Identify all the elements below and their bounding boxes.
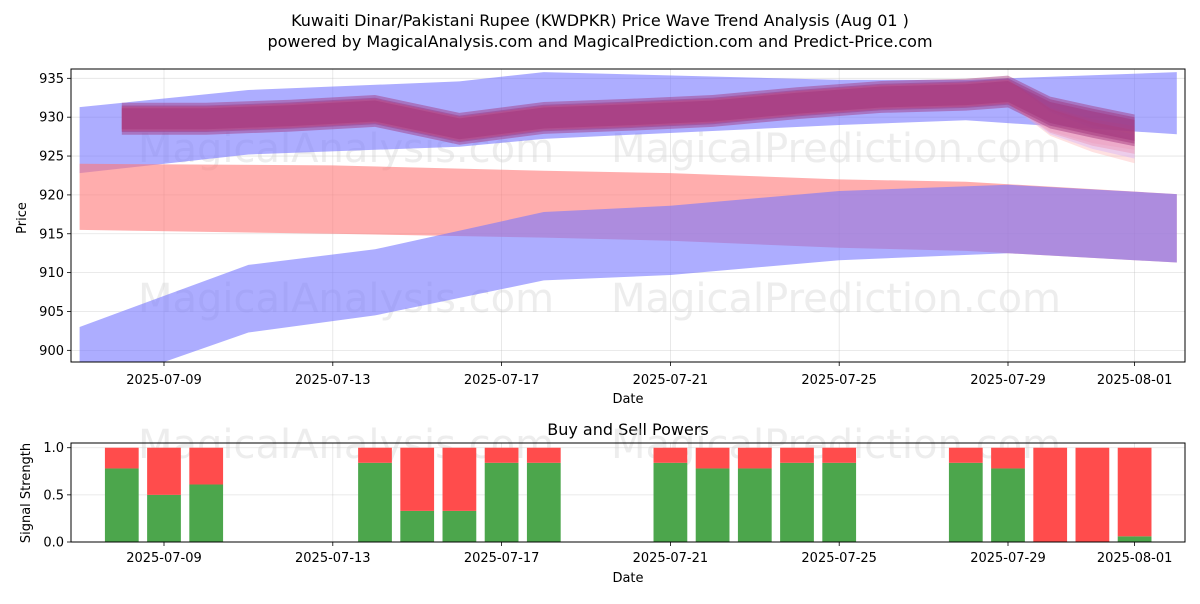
chart-title: Kuwaiti Dinar/Pakistani Rupee (KWDPKR) P… — [291, 11, 909, 30]
price-band-1 — [79, 72, 1177, 174]
buy-bar — [400, 510, 435, 542]
buy-bar — [948, 462, 983, 542]
signal-x-axis-label: Date — [612, 571, 643, 586]
price-y-tick-label: 930 — [39, 111, 64, 126]
price-x-tick-label: 2025-07-21 — [633, 373, 709, 388]
buy-bar — [653, 462, 688, 542]
price-y-tick-label: 910 — [39, 266, 64, 281]
sell-bar — [104, 447, 139, 469]
signal-y-tick-label: 0.5 — [43, 488, 64, 503]
signal-x-tick-label: 2025-07-25 — [801, 551, 877, 566]
signal-y-axis: 0.0 0.5 1.0 — [43, 441, 71, 551]
price-y-axis: 900 905 910 915 920 925 930 935 — [39, 72, 71, 359]
price-series — [79, 72, 1177, 362]
buy-bar — [737, 468, 772, 542]
price-y-tick-label: 915 — [39, 227, 64, 242]
chart-subtitle: powered by MagicalAnalysis.com and Magic… — [267, 32, 932, 51]
sell-bar — [695, 447, 730, 469]
sell-bar — [189, 447, 224, 485]
price-x-tick-label: 2025-07-09 — [126, 373, 202, 388]
buy-bar — [1117, 536, 1152, 542]
price-x-tick-label: 2025-07-25 — [801, 373, 877, 388]
signal-plot-frame — [70, 442, 1186, 543]
sell-bar — [526, 447, 561, 463]
signal-x-tick-label: 2025-07-17 — [464, 551, 540, 566]
price-x-tick-label: 2025-07-29 — [970, 373, 1046, 388]
signal-x-tick-label: 2025-07-29 — [970, 551, 1046, 566]
buy-bar — [526, 462, 561, 542]
price-wave-band-1 — [121, 81, 1135, 151]
price-wave-fan-1 — [121, 79, 1135, 158]
sell-bar — [822, 447, 857, 463]
signal-y-axis-label: Signal Strength — [19, 443, 34, 543]
sell-bar — [400, 447, 435, 511]
price-wave-plot: MagicalAnalysis.com MagicalPrediction.co… — [15, 68, 1186, 407]
signal-x-tick-label: 2025-07-09 — [126, 551, 202, 566]
price-y-tick-label: 900 — [39, 344, 64, 359]
signal-y-tick-label: 1.0 — [43, 441, 64, 456]
price-plot-frame — [70, 68, 1186, 363]
watermark-prediction-2: MagicalPrediction.com — [611, 276, 1061, 322]
sell-bar — [358, 447, 392, 463]
signal-x-tick-label: 2025-07-21 — [633, 551, 709, 566]
sell-bar — [991, 447, 1025, 469]
sell-bar — [1075, 447, 1110, 542]
signal-x-axis: 2025-07-09 2025-07-13 2025-07-17 2025-07-21… — [126, 542, 1172, 566]
price-x-tick-label: 2025-07-13 — [295, 373, 371, 388]
price-x-axis-label: Date — [612, 392, 643, 407]
price-wave-band-2 — [121, 78, 1135, 148]
price-y-tick-label: 905 — [39, 305, 64, 320]
buy-bar — [484, 462, 519, 542]
buy-bar — [147, 494, 181, 542]
sell-bar — [653, 447, 688, 463]
sell-bar — [780, 447, 814, 463]
price-wave-band-3 — [121, 75, 1135, 145]
price-y-tick-label: 920 — [39, 188, 64, 203]
signal-plot: Buy and Sell Powers MagicalAnalysis.com … — [19, 420, 1186, 586]
price-wave-fan-4 — [121, 79, 1135, 153]
price-x-axis: 2025-07-09 2025-07-13 2025-07-17 2025-07-21… — [126, 362, 1172, 388]
price-x-tick-label: 2025-07-17 — [464, 373, 540, 388]
signal-y-tick-label: 0.0 — [43, 536, 64, 551]
buy-bar — [822, 462, 857, 542]
sell-bar — [442, 447, 477, 511]
signal-bars — [104, 447, 1152, 542]
buy-bar — [189, 484, 224, 542]
buy-bar — [991, 468, 1025, 542]
signal-plot-title: Buy and Sell Powers — [547, 420, 709, 439]
buy-bar — [695, 468, 730, 542]
signal-x-tick-label: 2025-08-01 — [1097, 551, 1173, 566]
price-y-tick-label: 925 — [39, 150, 64, 165]
buy-bar — [780, 462, 814, 542]
sell-bar — [484, 447, 519, 463]
buy-bar — [104, 468, 139, 542]
sell-bar — [1117, 447, 1152, 537]
sell-bar — [737, 447, 772, 469]
price-series-area — [79, 72, 1177, 362]
price-y-tick-label: 935 — [39, 72, 64, 87]
sell-bar — [948, 447, 983, 463]
sell-bar — [147, 447, 181, 495]
buy-bar — [442, 510, 477, 542]
buy-bar — [358, 462, 392, 542]
price-wave-fan-3 — [121, 79, 1135, 165]
price-band-3 — [79, 184, 1177, 362]
sell-bar — [1033, 447, 1068, 542]
price-y-axis-label: Price — [15, 202, 30, 234]
watermark-prediction: MagicalPrediction.com — [611, 126, 1061, 172]
signal-x-tick-label: 2025-07-13 — [295, 551, 371, 566]
price-x-tick-label: 2025-08-01 — [1097, 373, 1173, 388]
price-wave-fan-2 — [121, 79, 1135, 171]
